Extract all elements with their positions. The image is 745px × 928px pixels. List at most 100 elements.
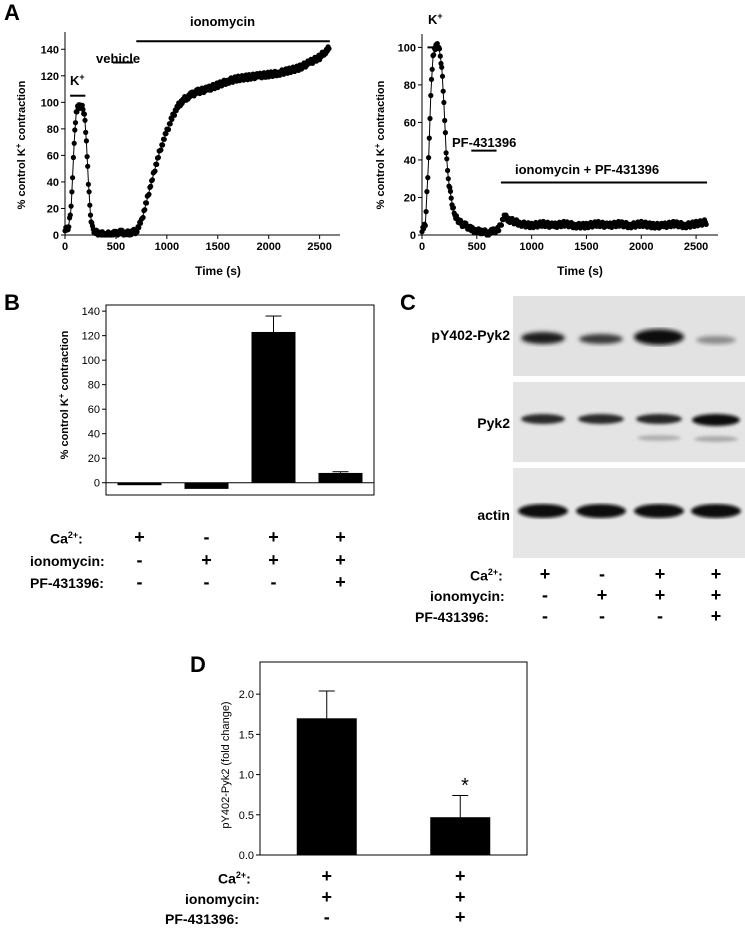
a_left-data-point <box>66 224 72 230</box>
panel-a-right-iono-pf-annotation: ionomycin + PF-431396 <box>515 162 659 177</box>
panel-b-ca-symbol-4: + <box>335 527 346 547</box>
panel-b-pf-symbol-3: - <box>270 572 277 592</box>
b-bar-2 <box>184 482 229 489</box>
band-actin-lane3 <box>634 504 684 518</box>
a_left-data-point <box>83 129 89 135</box>
panel-b-iono-symbol-4: + <box>335 550 346 570</box>
panel-a-right-chart: 0 500 1000 1500 2000 2500 0 20 40 60 80 100 Time (s… <box>373 11 718 278</box>
a_left-data-point <box>169 116 175 122</box>
a_left-data-point <box>85 181 91 187</box>
b-bar-4 <box>318 472 363 483</box>
panel-c-label-py402: pY402-Pyk2 <box>431 327 510 343</box>
a_left-data-point <box>149 177 155 183</box>
a_right-x-tick-label: 500 <box>468 241 486 253</box>
a_left-data-point <box>87 202 93 208</box>
a_left-data-point <box>67 212 73 218</box>
panel-a-left-chart: 0 500 1000 1500 2000 2500 0 20 40 60 80 100 120 140 T… <box>14 14 340 278</box>
a_left-y-tick-label: 120 <box>41 71 59 83</box>
panel-c-pf-symbol-3: - <box>657 606 663 626</box>
b-plot-frame <box>105 304 375 496</box>
a_left-data-point <box>81 111 87 117</box>
b-y-tick-label: 20 <box>88 453 100 465</box>
a_right-y-tick-label: 80 <box>404 80 416 92</box>
d-bar-1 <box>296 718 357 855</box>
a_right-data-point <box>423 209 429 215</box>
a_right-data-point <box>443 150 449 156</box>
panel-c-ca-symbol-4: + <box>710 564 722 584</box>
a_left-y-tick-label: 20 <box>47 203 59 215</box>
a_left-x-tick-label: 2500 <box>307 241 331 253</box>
panel-d-iono-symbol-2: + <box>454 887 466 907</box>
panel-b-ylabel: % control K+ contraction <box>57 330 71 459</box>
band-pyk2-faint-lane4 <box>694 436 738 442</box>
b-y-tick-label: 120 <box>82 331 100 343</box>
panel-d-ylabel: pY402-Pyk2 (fold change) <box>220 701 232 828</box>
panel-b-ca-symbol-1: + <box>134 527 145 547</box>
a_right-data-point <box>496 228 502 234</box>
a_right-y-tick-label: 100 <box>398 42 416 54</box>
band-py402-lane3 <box>634 329 684 345</box>
panel-letter-a: A <box>4 0 20 25</box>
a_right-data-point <box>424 189 430 195</box>
panel-b-axes: 0 20 40 60 80 100 120 140 <box>82 304 375 496</box>
a_right-data-point <box>422 223 428 229</box>
a_left-data-point <box>171 112 178 118</box>
panel-d-pf-symbol-2: + <box>454 907 466 927</box>
panel-b-pf-label: PF-431396: <box>30 575 104 591</box>
panel-d-ca-symbol-2: + <box>454 866 466 886</box>
panel-a-left-k-annotation: K+ <box>70 72 85 88</box>
a_right-data-point <box>445 176 451 182</box>
a_left-data-point <box>326 46 332 52</box>
a_left-data-point <box>70 175 76 181</box>
a_left-data-point <box>69 189 75 195</box>
a_left-data-point <box>146 191 152 197</box>
a_left-data-point <box>165 126 172 133</box>
d-plot-frame <box>259 661 528 856</box>
band-actin-lane2 <box>576 504 626 518</box>
panel-a-left-marks <box>62 40 332 238</box>
a_right-data-point <box>427 115 433 122</box>
panel-a-left-ionomycin-annotation: ionomycin <box>190 14 255 29</box>
d-y-tick-label: 2.0 <box>239 689 254 701</box>
a_left-y-tick-label: 140 <box>41 44 59 56</box>
a_left-data-point <box>72 120 79 126</box>
panel-c-blots <box>513 296 745 558</box>
band-py402-lane2 <box>579 334 623 344</box>
a_left-data-point <box>136 225 142 231</box>
a_left-data-point <box>71 140 77 146</box>
a_left-data-point <box>79 102 85 108</box>
a_left-data-point <box>137 220 144 226</box>
a_left-x-tick-label: 1000 <box>155 241 179 253</box>
panel-c-iono-symbol-2: + <box>596 585 608 605</box>
panel-c-iono-symbol-4: + <box>710 585 722 605</box>
panel-c-pf-symbol-4: + <box>710 606 722 626</box>
b-bar-1 <box>117 482 162 486</box>
panel-c-iono-symbol-3: + <box>654 585 666 605</box>
panel-c-ca-symbol-3: + <box>654 564 666 584</box>
a_right-data-point <box>703 221 709 227</box>
a_right-x-tick-label: 1500 <box>574 241 598 253</box>
a_left-y-tick-label: 40 <box>47 177 59 189</box>
panel-b-ca-symbol-3: + <box>268 527 279 547</box>
a_right-data-point <box>447 188 454 194</box>
panel-d-pf-label: PF-431396: <box>165 911 239 927</box>
panel-d-significance-star: * <box>461 775 469 797</box>
d-y-tick-label: 1.5 <box>239 729 254 741</box>
panel-a-right-xlabel: Time (s) <box>557 264 603 278</box>
panel-letter-d: D <box>190 652 206 677</box>
a_left-data-point <box>167 121 173 127</box>
a_right-data-point <box>450 205 456 211</box>
panel-b-pf-symbol-2: - <box>203 572 210 592</box>
panel-c-pf-label: PF-431396: <box>415 609 489 625</box>
a_left-data-point <box>140 214 146 221</box>
a_right-y-tick-label: 0 <box>410 230 416 242</box>
b-bar-3 <box>251 331 296 483</box>
band-actin-lane4 <box>691 504 741 518</box>
panel-b-pf-symbol-4: + <box>335 572 346 592</box>
panel-c-ionomycin-label: ionomycin: <box>430 588 505 604</box>
a_right-data-point <box>426 135 432 141</box>
panel-d-ca-symbol-1: + <box>321 866 332 886</box>
a_left-data-point <box>154 161 160 167</box>
a_left-data-point <box>85 163 91 169</box>
a_left-y-tick-label: 60 <box>47 150 59 162</box>
